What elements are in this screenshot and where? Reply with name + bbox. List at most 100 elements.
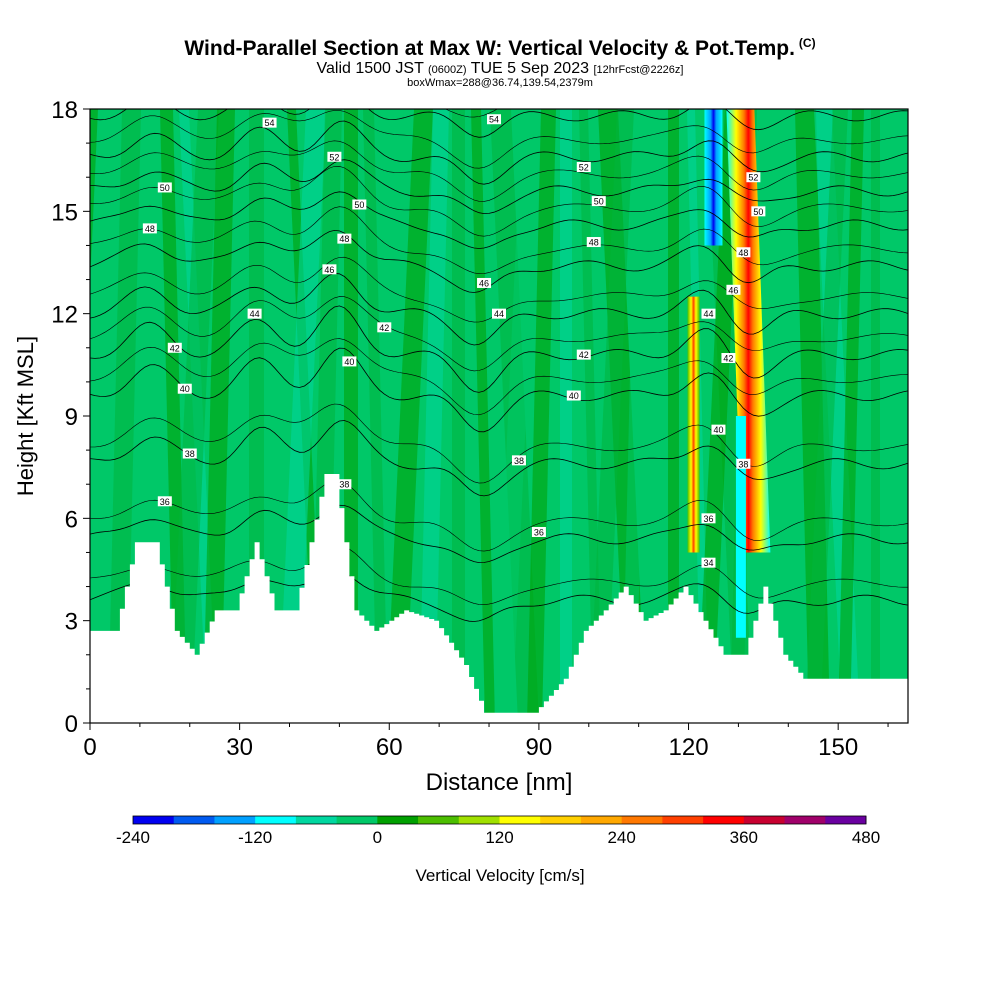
contour-label: 34 [703,558,713,568]
velocity-field-stripe [527,109,556,723]
theta-contour-48 [90,191,908,249]
velocity-field-stripe [203,109,235,723]
contour-label-box [167,342,182,353]
contour-label: 42 [723,354,733,364]
chart-title: Wind-Parallel Section at Max W: Vertical… [0,36,1000,61]
colorbar-swatch [580,816,623,824]
contour-label-box [531,526,546,537]
theta-contour-minor [90,545,908,606]
colorbar-swatch [825,816,867,824]
contour-label-box [182,448,197,459]
colorbar-tick-label: 360 [730,828,758,847]
colorbar-tick-label: 120 [485,828,513,847]
theta-contour-42 [90,305,908,393]
contour-label-box [322,264,337,275]
contour-label-box [247,308,262,319]
contour-label: 40 [569,391,579,401]
velocity-field-stripe [668,109,679,723]
colorbar-swatch [743,816,786,824]
contour-label: 44 [703,309,713,319]
velocity-field-stripe [763,109,773,723]
theta-contour-minor [90,338,908,416]
y-tick-label: 12 [51,302,78,329]
colorbar-swatch [214,816,256,824]
colorbar-tick-label: -240 [116,828,150,847]
colorbar-swatch [295,816,338,824]
velocity-field-stripe [622,109,650,723]
contour-label: 40 [713,425,723,435]
contour-label-box [377,322,392,333]
colorbar-tick-label: -120 [238,828,272,847]
theta-contour-44 [90,272,908,346]
colorbar-swatch [173,816,215,824]
colorbar-frame [132,815,867,825]
contour-label: 52 [329,152,339,162]
contour-label: 48 [339,234,349,244]
velocity-field-stripe [363,109,388,723]
theta-contour-40 [90,347,908,433]
theta-contour-minor [90,110,908,169]
contour-label-box [736,458,751,469]
contour-label-box [511,455,526,466]
theta-contour-minor [90,480,908,552]
colorbar-swatch [377,816,419,824]
colorbar-swatch [621,816,663,824]
velocity-field-stripe [560,109,572,723]
contour-label-box [352,199,367,210]
velocity-field-stripe [589,109,634,723]
colorbar-swatch [255,816,297,824]
contour-label-box [591,196,606,207]
contour-label-box [337,233,352,244]
theta-contour-36 [90,504,908,564]
contour-label: 42 [579,350,589,360]
downdraft-column [735,416,746,638]
contour-label-box [751,206,766,217]
contour-label-box [342,356,357,367]
colorbar-swatch [703,816,745,824]
y-tick-label: 0 [65,711,78,738]
contour-label-box [576,349,591,360]
y-tick-label: 6 [65,506,78,533]
contour-label-box [487,114,502,125]
contour-label: 36 [703,514,713,524]
velocity-field-stripe [386,109,433,723]
velocity-field-stripe [170,109,219,723]
contour-label: 48 [589,238,599,248]
contour-label: 50 [753,207,763,217]
contour-label: 50 [354,200,364,210]
contour-label-box [701,308,716,319]
contour-label-box [701,513,716,524]
valid-time-line: Valid 1500 JST (0600Z) TUE 5 Sep 2023 [1… [0,60,1000,78]
contour-label-box [721,353,736,364]
colorbar-tick-label: 0 [373,828,382,847]
contour-label-box [477,277,492,288]
contour-label-box [262,117,277,128]
contour-label-box [327,151,342,162]
theta-contour-minor [90,140,908,202]
contour-label: 40 [344,357,354,367]
y-tick-label: 15 [51,199,78,226]
contour-label: 54 [489,115,499,125]
velocity-field-stripe [494,109,540,723]
contour-label: 50 [594,197,604,207]
theta-contour-52 [90,120,908,185]
theta-contour-minor [90,403,908,484]
velocity-field-stripe [890,109,908,723]
contour-label: 46 [728,285,738,295]
forecast-info: [12hrFcst@2226z] [593,64,684,76]
contour-label-box [566,390,581,401]
contour-label: 36 [160,497,170,507]
colorbar-tick-label: 240 [607,828,635,847]
velocity-field-stripe [871,109,880,723]
contour-label: 42 [379,323,389,333]
theta-contour-54 [90,109,908,138]
colorbar-swatch [540,816,582,824]
x-tick-label: 0 [83,734,96,761]
contour-label: 50 [160,183,170,193]
contour-label: 46 [479,278,489,288]
x-tick-label: 30 [226,734,253,761]
x-tick-label: 60 [376,734,403,761]
x-tick-label: 90 [526,734,553,761]
velocity-field-stripe [278,109,326,723]
